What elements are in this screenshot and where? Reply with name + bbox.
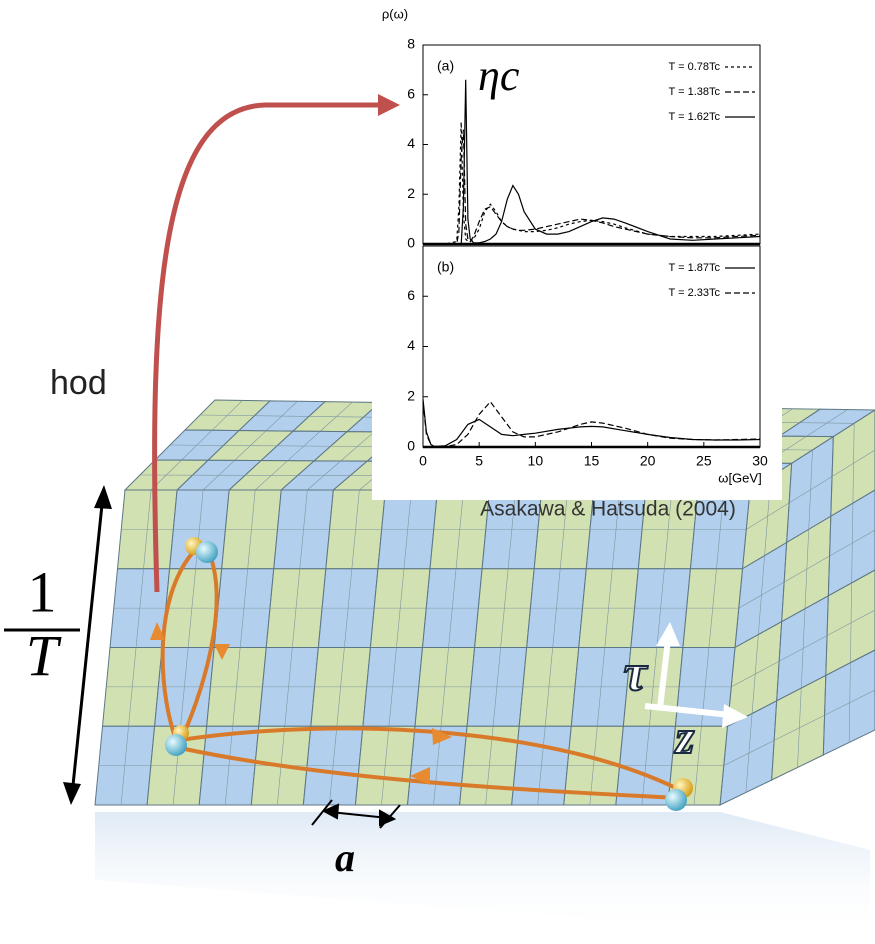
y-tick-label: 4: [407, 337, 415, 353]
x-tick-label: 0: [419, 453, 427, 469]
annotation: ηc: [478, 51, 520, 100]
pointer-arrow: [152, 94, 400, 593]
legend-label: T = 0.78Tc: [669, 61, 721, 73]
x-tick-label: 5: [475, 453, 483, 469]
y-axis-label: ρ(ω): [382, 6, 408, 21]
x-tick-label: 15: [584, 453, 600, 469]
chart: 0 2 4 6 8 ρ(ω) (a) ηc T = 0.78Tc T = 1.38Tc T = 1.…: [382, 6, 768, 485]
denominator: T: [26, 623, 62, 688]
lattice-subline: [199, 414, 255, 416]
axes-indicator: τ z: [622, 622, 748, 765]
x-axis-label: ω[GeV]: [718, 470, 761, 485]
lattice-subline: [779, 635, 828, 662]
lattice-subline: [774, 714, 825, 741]
legend-label: T = 1.38Tc: [669, 86, 721, 98]
lattice-cell: [827, 489, 875, 597]
series-line: [423, 122, 761, 245]
x-tick-label: 30: [752, 453, 768, 469]
citation: Asakawa & Hatsuda (2004): [480, 498, 736, 521]
lattice-subline: [731, 660, 780, 688]
z-label: z: [674, 711, 695, 764]
lattice-subline: [799, 422, 855, 424]
reflection: [95, 812, 870, 940]
series-line: [423, 79, 761, 245]
y-tick-label: 0: [407, 235, 415, 251]
y-tick-label: 6: [407, 287, 415, 303]
lattice-subline: [826, 609, 875, 636]
lattice-subline: [829, 529, 875, 557]
series-line: [422, 400, 761, 448]
y-tick-label: 8: [407, 36, 415, 52]
lattice-subline: [789, 476, 833, 504]
spacing-marker: a: [311, 799, 401, 880]
x-tick-label: 20: [640, 453, 656, 469]
lattice-cell: [830, 409, 875, 518]
legend-label: T = 2.33Tc: [669, 287, 721, 299]
height-arrow: [63, 485, 112, 805]
lattice-cell: [825, 569, 875, 677]
y-tick-label: 0: [407, 438, 415, 454]
one-over-t: 1 T: [4, 559, 80, 688]
y-tick-label: 2: [407, 387, 415, 403]
inset-background: [372, 0, 782, 500]
panel-label: (a): [437, 58, 454, 74]
inset-figure: 0 2 4 6 8 ρ(ω) (a) ηc T = 0.78Tc T = 1.38Tc T = 1.…: [372, 0, 782, 521]
y-tick-label: 2: [407, 185, 415, 201]
series-line: [423, 129, 761, 245]
spacing-label: a: [335, 835, 355, 880]
quark-loops: [150, 537, 693, 811]
panel-label: (b): [437, 259, 454, 275]
lattice-subline: [746, 502, 790, 530]
lattice-subline: [254, 415, 310, 417]
x-tick-label: 10: [528, 453, 544, 469]
lattice-subline: [824, 689, 875, 716]
lattice-cell: [822, 649, 875, 756]
partial-text: hod: [50, 364, 107, 402]
lattice-subline: [784, 555, 830, 583]
y-tick-label: 6: [407, 85, 415, 101]
lattice-subline: [738, 581, 785, 609]
tau-label: τ: [623, 645, 648, 702]
lattice-subline: [831, 449, 875, 477]
numerator: 1: [28, 559, 57, 624]
lattice-subline: [309, 416, 364, 418]
legend-label: T = 1.87Tc: [669, 262, 721, 274]
legend-label: T = 1.62Tc: [669, 111, 721, 123]
y-tick-label: 4: [407, 135, 415, 151]
x-tick-label: 25: [696, 453, 712, 469]
lattice-subline: [723, 740, 775, 766]
